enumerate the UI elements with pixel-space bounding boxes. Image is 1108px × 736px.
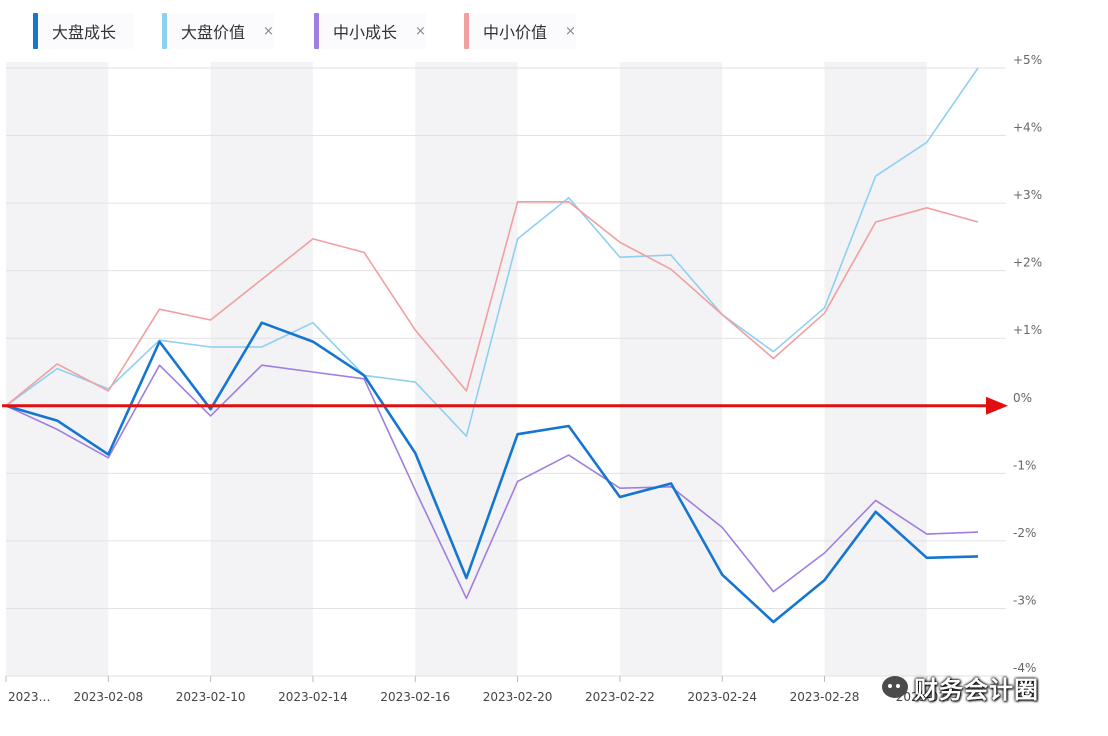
wechat-icon [882, 676, 908, 698]
legend-item-large-growth[interactable]: 大盘成长 [33, 13, 135, 49]
x-tick-label: 2023-02-16 [380, 690, 450, 704]
background-bands [6, 62, 927, 676]
y-tick-label: +5% [1013, 53, 1042, 67]
legend-close-icon[interactable]: × [565, 23, 576, 39]
zero-arrow-head [986, 396, 1008, 415]
x-tick-label: 2023-02-10 [176, 690, 246, 704]
y-tick-label: +4% [1013, 121, 1042, 135]
legend-item-small-growth[interactable]: 中小成长 × [314, 13, 426, 49]
legend-label: 大盘价值 [181, 23, 246, 42]
chart-legend: 大盘成长 大盘价值 × 中小成长 × 中小价值 × [0, 0, 1108, 62]
series-line [5, 67, 979, 438]
legend-item-small-value[interactable]: 中小价值 × [464, 13, 576, 49]
zero-line-arrow [2, 396, 1008, 415]
legend-swatch [33, 13, 38, 49]
series-line [5, 321, 979, 624]
y-tick-label: -4% [1013, 661, 1036, 675]
background-band [619, 62, 723, 676]
x-tick-label: 2023-02-08 [73, 690, 143, 704]
x-tick-label: 2023-02-28 [790, 690, 860, 704]
x-tick-label: 2023-02-14 [278, 690, 348, 704]
background-band [824, 62, 927, 676]
y-axis-ticks: +5% +4% +3% +2% +1% 0% -1% -2% -3% -4% [1013, 53, 1042, 675]
series-line [5, 364, 979, 600]
legend-swatch [464, 13, 469, 49]
y-tick-label: -3% [1013, 593, 1036, 607]
series-lines [5, 67, 979, 624]
y-tick-label: 0% [1013, 391, 1032, 405]
y-tick-label: -1% [1013, 458, 1036, 472]
watermark: 财务会计圈 [882, 670, 1039, 704]
legend-close-icon[interactable]: × [415, 23, 426, 39]
x-tick-label: 2023-02-24 [687, 690, 757, 704]
legend-label: 大盘成长 [52, 23, 117, 42]
legend-swatch [162, 13, 167, 49]
series-line [5, 201, 979, 407]
x-tick-label: 2023-02-22 [585, 690, 655, 704]
x-tick-label: 2023-02-20 [483, 690, 553, 704]
x-tick-label: 2023… [8, 690, 51, 704]
watermark-text: 财务会计圈 [914, 675, 1039, 704]
x-tick-label: 2023-03… [896, 690, 958, 704]
background-band [415, 62, 518, 676]
legend-swatch [314, 13, 319, 49]
legend-label: 中小成长 [333, 23, 398, 42]
background-band [210, 62, 313, 676]
legend-close-icon[interactable]: × [263, 23, 274, 39]
y-tick-label: +1% [1013, 323, 1042, 337]
x-axis-ticks: 2023… 2023-02-08 2023-02-10 2023-02-14 2023-… [5, 676, 958, 704]
legend-item-large-value[interactable]: 大盘价值 × [162, 13, 274, 49]
y-tick-label: -2% [1013, 526, 1036, 540]
legend-label: 中小价值 [483, 23, 548, 42]
y-tick-label: +3% [1013, 188, 1042, 202]
y-tick-label: +2% [1013, 256, 1042, 270]
